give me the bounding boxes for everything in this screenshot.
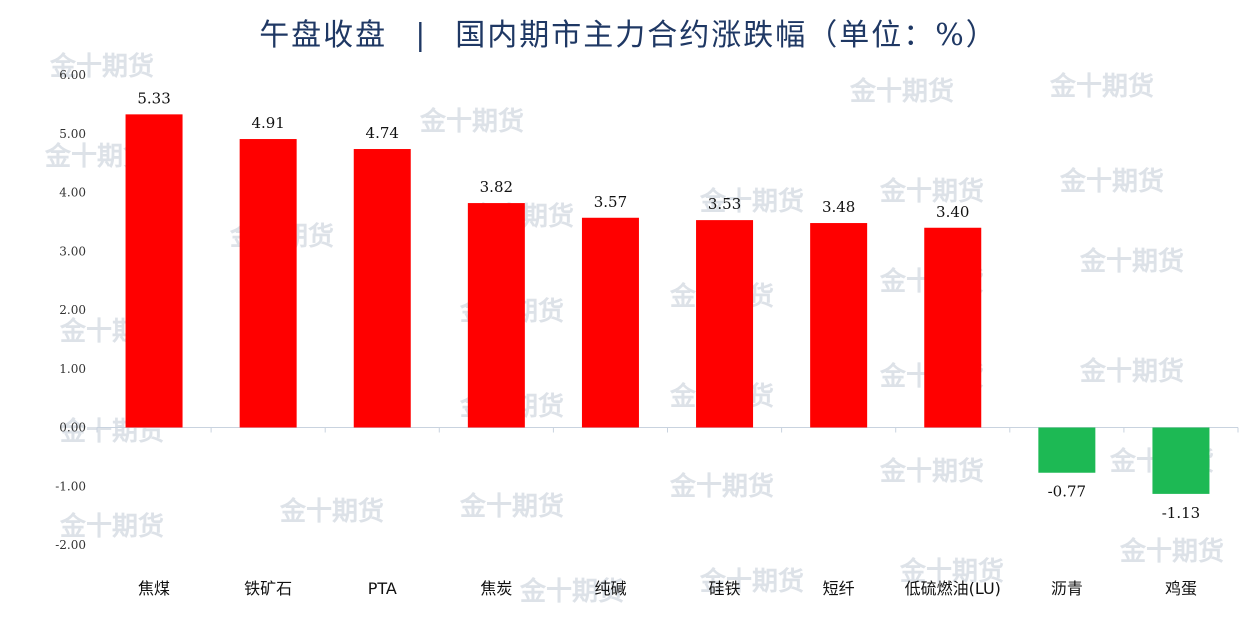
bar-鸡蛋: [1152, 427, 1210, 494]
watermark-text: 金十期货: [1059, 166, 1164, 197]
data-label: 5.33: [137, 89, 170, 107]
watermark-text: 金十期货: [699, 566, 804, 597]
watermark-text: 金十期货: [459, 491, 564, 522]
bar-硅铁: [696, 220, 754, 428]
watermark-text: 金十期货: [279, 496, 384, 527]
bar-PTA: [353, 149, 411, 428]
data-label: -1.13: [1162, 504, 1200, 522]
bar-铁矿石: [239, 139, 297, 428]
title-right: 国内期市主力合约涨跌幅（单位：%）: [455, 18, 998, 53]
data-label: -0.77: [1048, 483, 1086, 501]
y-tick-label: 3.00: [59, 244, 86, 258]
category-label: 沥青: [1051, 579, 1083, 598]
bar-焦炭: [467, 203, 525, 428]
axis-layer: 6.00 5.00 4.00 3.00 2.00 1.00 0.00 -1.00 -2.00: [55, 68, 1239, 552]
category-label: 纯碱: [594, 579, 626, 598]
data-label: 3.82: [480, 178, 513, 196]
watermark-text: 金十期货: [699, 186, 804, 217]
bars-layer: [125, 114, 1210, 494]
bar-焦煤: [125, 114, 183, 428]
category-label: PTA: [368, 579, 397, 598]
y-tick-label: -2.00: [55, 538, 86, 552]
category-label: 硅铁: [709, 579, 741, 598]
title-separator: |: [415, 18, 428, 53]
data-label: 3.57: [594, 193, 627, 211]
watermark-text: 金十期货: [419, 106, 524, 137]
category-label: 短纤: [823, 579, 855, 598]
watermark-text: 金十期货: [669, 471, 774, 502]
watermark-text: 金十期货: [1119, 536, 1224, 567]
y-tick-label: 2.00: [59, 303, 86, 317]
category-label: 铁矿石: [244, 579, 292, 598]
watermark-text: 金十期货: [899, 556, 1004, 587]
data-label: 3.48: [822, 198, 855, 216]
watermark-text: 金十期货: [519, 576, 624, 607]
watermark-text: 金十期货: [849, 76, 954, 107]
bar-短纤: [810, 223, 868, 428]
watermark-text: 金十期货: [1049, 71, 1154, 102]
y-tick-label: 6.00: [59, 68, 86, 82]
chart-title: 午盘收盘 | 国内期市主力合约涨跌幅（单位：%）: [0, 10, 1257, 54]
y-tick-label: -1.00: [55, 479, 86, 493]
category-label: 焦煤: [138, 579, 170, 598]
watermark-text: 金十期货: [879, 176, 984, 207]
y-tick-label: 1.00: [59, 362, 86, 376]
data-label: 3.53: [708, 195, 741, 213]
category-label: 低硫燃油(LU): [905, 579, 1001, 598]
bar-低硫燃油(LU): [924, 227, 982, 428]
bar-纯碱: [581, 217, 639, 428]
category-label: 焦炭: [480, 579, 512, 598]
watermark-text: 金十期货: [879, 456, 984, 487]
y-tick-label: 4.00: [59, 186, 86, 200]
watermark-text: 金十期货: [49, 51, 154, 82]
category-label: 鸡蛋: [1165, 579, 1197, 598]
watermark-text: 金十期货: [1079, 246, 1184, 277]
y-tick-label: 0.00: [59, 421, 86, 435]
watermark-text: 金十期货: [59, 511, 164, 542]
data-label: 3.40: [936, 203, 969, 221]
bar-沥青: [1038, 427, 1096, 473]
data-label: 4.91: [251, 114, 284, 132]
watermark-text: 金十期货: [1079, 356, 1184, 387]
y-tick-label: 5.00: [59, 127, 86, 141]
labels-layer: 5.33 焦煤 4.91 铁矿石 4.74 PTA 3.82 焦炭 3.57 纯碱 3.53 硅铁 3.…: [137, 89, 1200, 598]
data-label: 4.74: [366, 124, 399, 142]
title-left: 午盘收盘: [259, 18, 388, 53]
